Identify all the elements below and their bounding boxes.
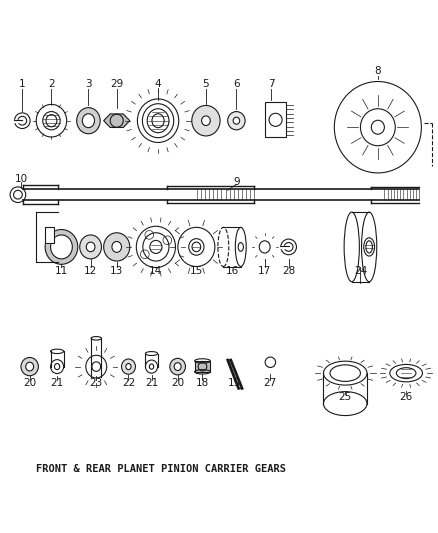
Text: 27: 27 [264,378,277,388]
Text: 1: 1 [19,79,25,88]
Ellipse shape [45,230,78,264]
Text: 10: 10 [14,174,28,184]
Text: 29: 29 [110,79,124,88]
Bar [45,228,53,243]
Text: 4: 4 [155,79,161,88]
Text: 23: 23 [90,378,103,388]
Ellipse shape [112,241,121,252]
Text: 8: 8 [374,66,381,76]
Text: 3: 3 [85,79,92,88]
Ellipse shape [21,358,39,376]
Text: 28: 28 [282,266,295,276]
Text: 12: 12 [84,266,97,276]
Polygon shape [104,114,130,127]
Text: 14: 14 [149,266,162,276]
Text: 16: 16 [226,266,239,276]
Text: 18: 18 [196,378,209,388]
Text: 2: 2 [48,79,55,88]
Text: 19: 19 [228,378,241,388]
Bar [194,361,210,372]
Ellipse shape [26,362,34,371]
Text: 24: 24 [354,266,367,276]
Ellipse shape [50,235,72,259]
Text: 26: 26 [399,392,413,402]
Text: 6: 6 [233,79,240,88]
Text: 13: 13 [110,266,124,276]
Bar [45,228,53,243]
Ellipse shape [126,364,131,370]
Ellipse shape [80,235,102,259]
Text: 11: 11 [55,266,68,276]
Text: 15: 15 [190,266,203,276]
Ellipse shape [192,106,220,136]
Ellipse shape [233,117,240,124]
Text: 21: 21 [50,378,64,388]
Ellipse shape [86,242,95,252]
Text: 9: 9 [233,176,240,187]
Text: 20: 20 [23,378,36,388]
Ellipse shape [174,362,181,370]
Ellipse shape [201,116,210,125]
Text: 5: 5 [203,79,209,88]
Ellipse shape [104,233,130,261]
Ellipse shape [228,111,245,130]
Text: FRONT & REAR PLANET PINION CARRIER GEARS: FRONT & REAR PLANET PINION CARRIER GEARS [36,464,286,474]
Text: 20: 20 [171,378,184,388]
Ellipse shape [121,359,135,374]
Text: 7: 7 [268,79,275,88]
Text: 22: 22 [122,378,135,388]
Bar [265,102,286,137]
Text: 17: 17 [258,266,271,276]
Text: 21: 21 [145,378,158,388]
Ellipse shape [82,114,95,128]
Ellipse shape [170,358,185,375]
Text: 25: 25 [339,392,352,402]
Ellipse shape [77,108,100,134]
